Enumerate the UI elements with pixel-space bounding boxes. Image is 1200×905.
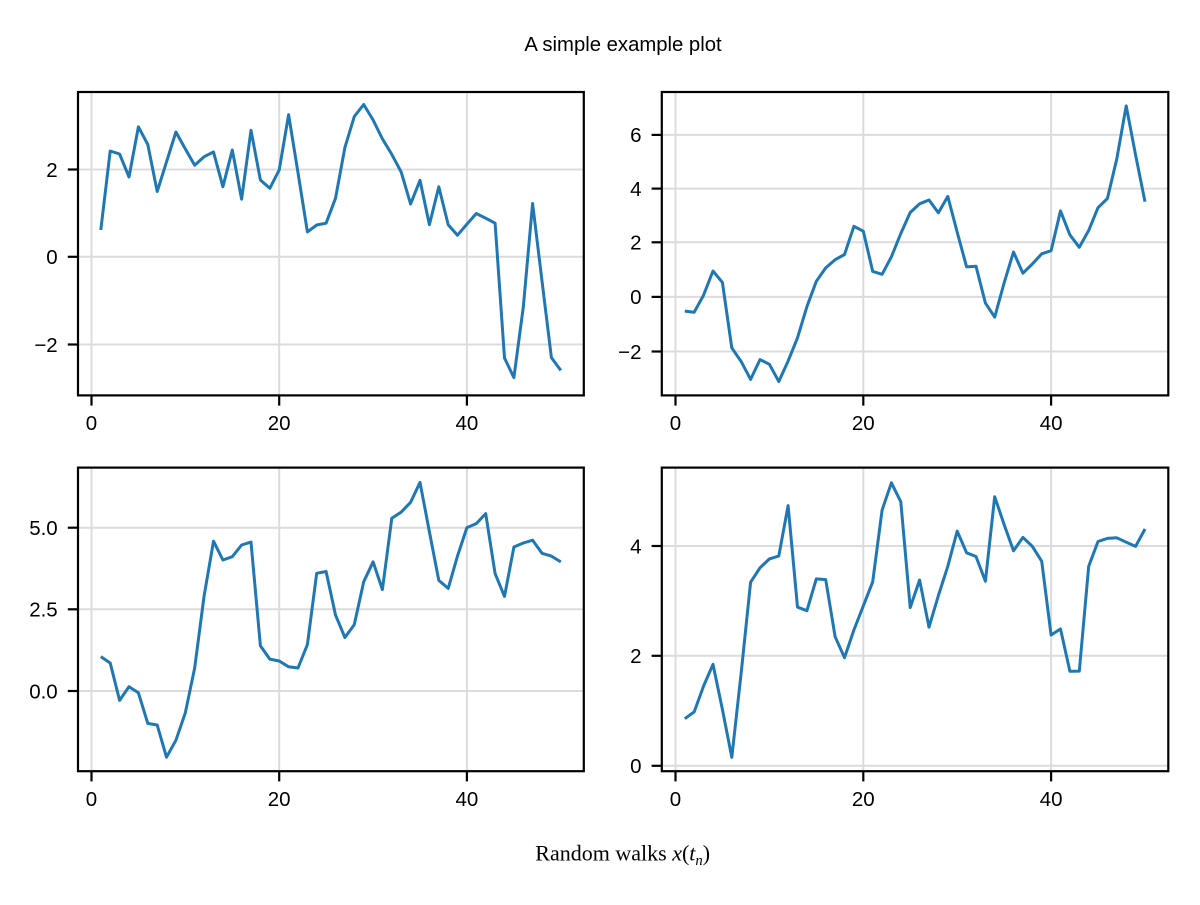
svg-text:20: 20	[852, 412, 875, 435]
svg-text:2: 2	[630, 232, 641, 255]
svg-text:5.0: 5.0	[29, 517, 58, 540]
svg-text:2.5: 2.5	[29, 599, 58, 622]
svg-text:40: 40	[1040, 788, 1063, 811]
svg-text:40: 40	[455, 412, 478, 435]
svg-text:2: 2	[630, 645, 641, 668]
svg-text:4: 4	[630, 178, 641, 201]
svg-text:20: 20	[852, 788, 875, 811]
svg-text:−2: −2	[618, 341, 641, 364]
svg-text:20: 20	[268, 412, 291, 435]
svg-text:0: 0	[630, 755, 641, 778]
svg-text:0: 0	[86, 412, 97, 435]
svg-text:4: 4	[630, 535, 641, 558]
svg-text:0: 0	[46, 246, 57, 269]
svg-text:A simple example plot: A simple example plot	[524, 34, 722, 56]
svg-text:2: 2	[46, 159, 57, 182]
svg-text:0: 0	[670, 412, 681, 435]
svg-text:0.0: 0.0	[29, 680, 58, 703]
svg-text:0: 0	[670, 788, 681, 811]
svg-text:40: 40	[455, 788, 478, 811]
svg-text:−2: −2	[34, 334, 57, 357]
svg-text:20: 20	[268, 788, 291, 811]
svg-text:40: 40	[1040, 412, 1063, 435]
svg-text:0: 0	[630, 286, 641, 309]
svg-text:Random walks x(tn): Random walks x(tn)	[535, 840, 710, 869]
svg-text:6: 6	[630, 124, 641, 147]
svg-text:0: 0	[86, 788, 97, 811]
